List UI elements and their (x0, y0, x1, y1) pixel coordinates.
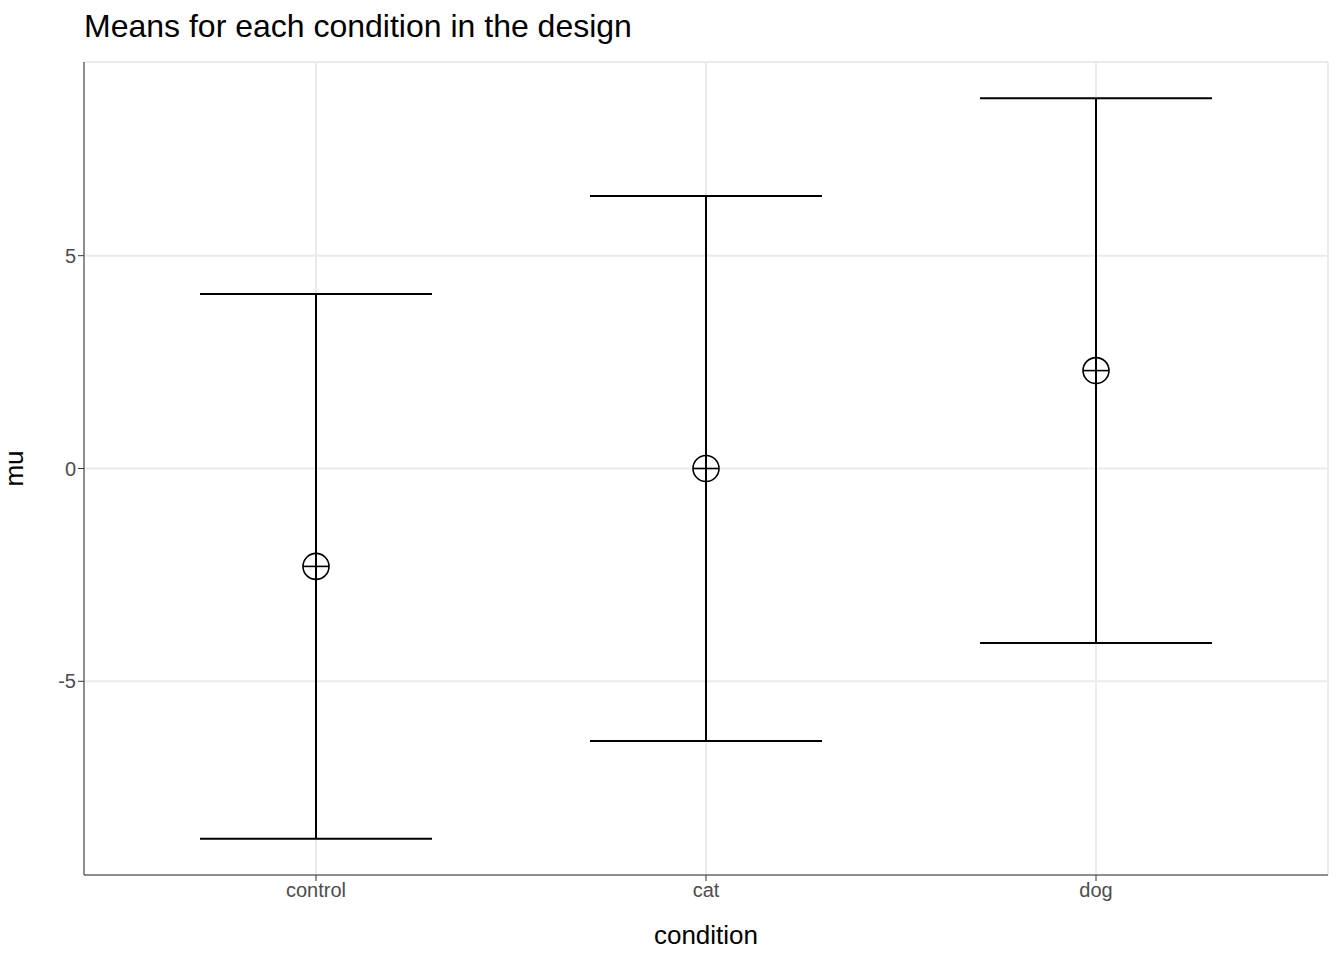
svg-text:control: control (286, 879, 346, 901)
svg-text:5: 5 (65, 245, 76, 267)
html-text:Means for each condition in th: Means for each condition in the design (84, 8, 632, 44)
svg-text:-5: -5 (58, 670, 76, 692)
svg-text:condition: condition (654, 920, 758, 950)
svg-text:mu: mu (8, 450, 29, 486)
svg-text:0: 0 (65, 458, 76, 480)
svg-text:cat: cat (693, 879, 720, 901)
svg-text:dog: dog (1079, 879, 1112, 901)
